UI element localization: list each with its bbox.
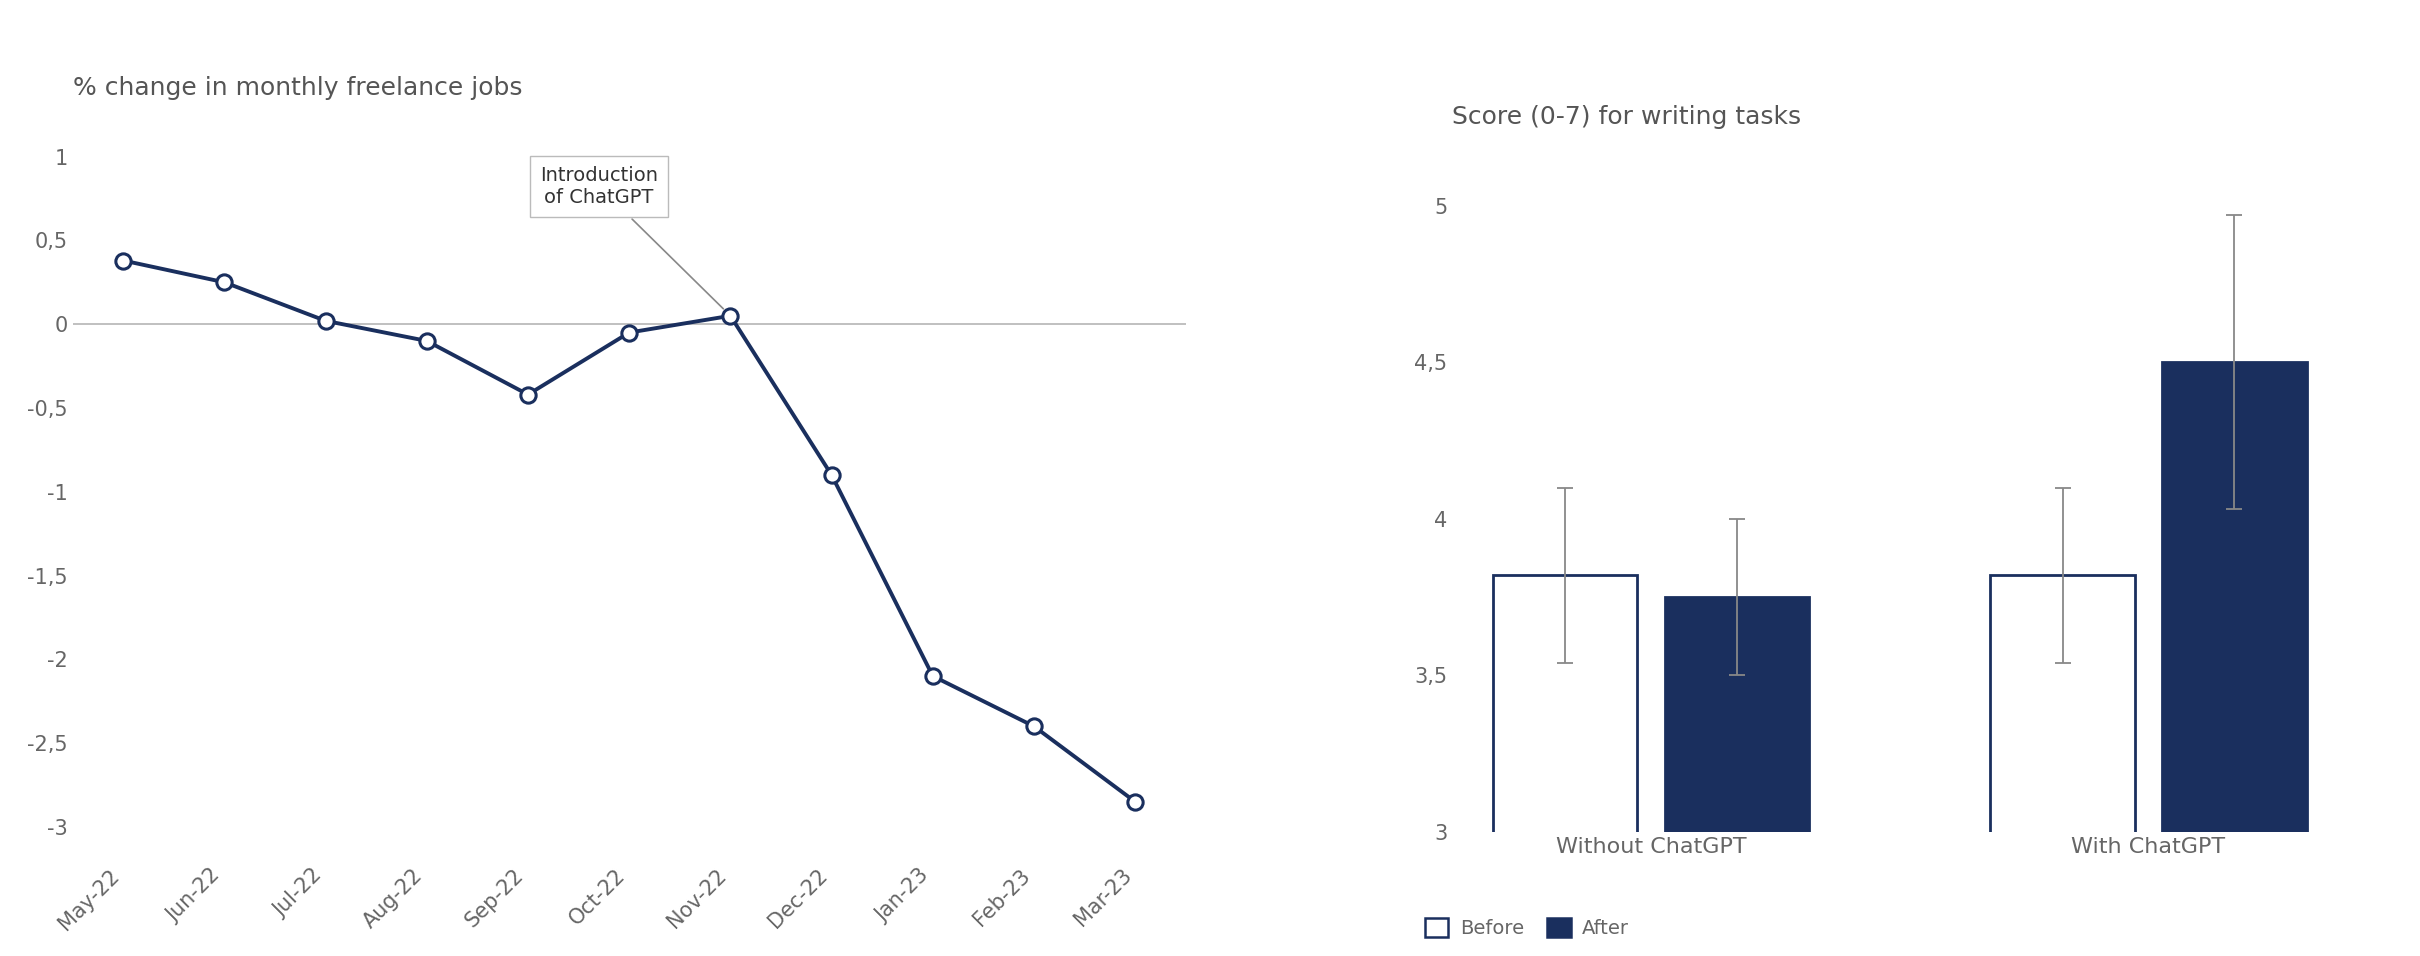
Text: Introduction
of ChatGPT: Introduction of ChatGPT <box>540 166 724 309</box>
Legend: Before, After: Before, After <box>1418 910 1636 945</box>
Bar <box>1989 576 2134 956</box>
Bar <box>1493 576 1638 956</box>
Text: Score (0-7) for writing tasks: Score (0-7) for writing tasks <box>1452 105 1800 129</box>
Bar <box>1665 598 1810 956</box>
Bar <box>2161 362 2306 956</box>
Text: % change in monthly freelance jobs: % change in monthly freelance jobs <box>73 76 523 100</box>
